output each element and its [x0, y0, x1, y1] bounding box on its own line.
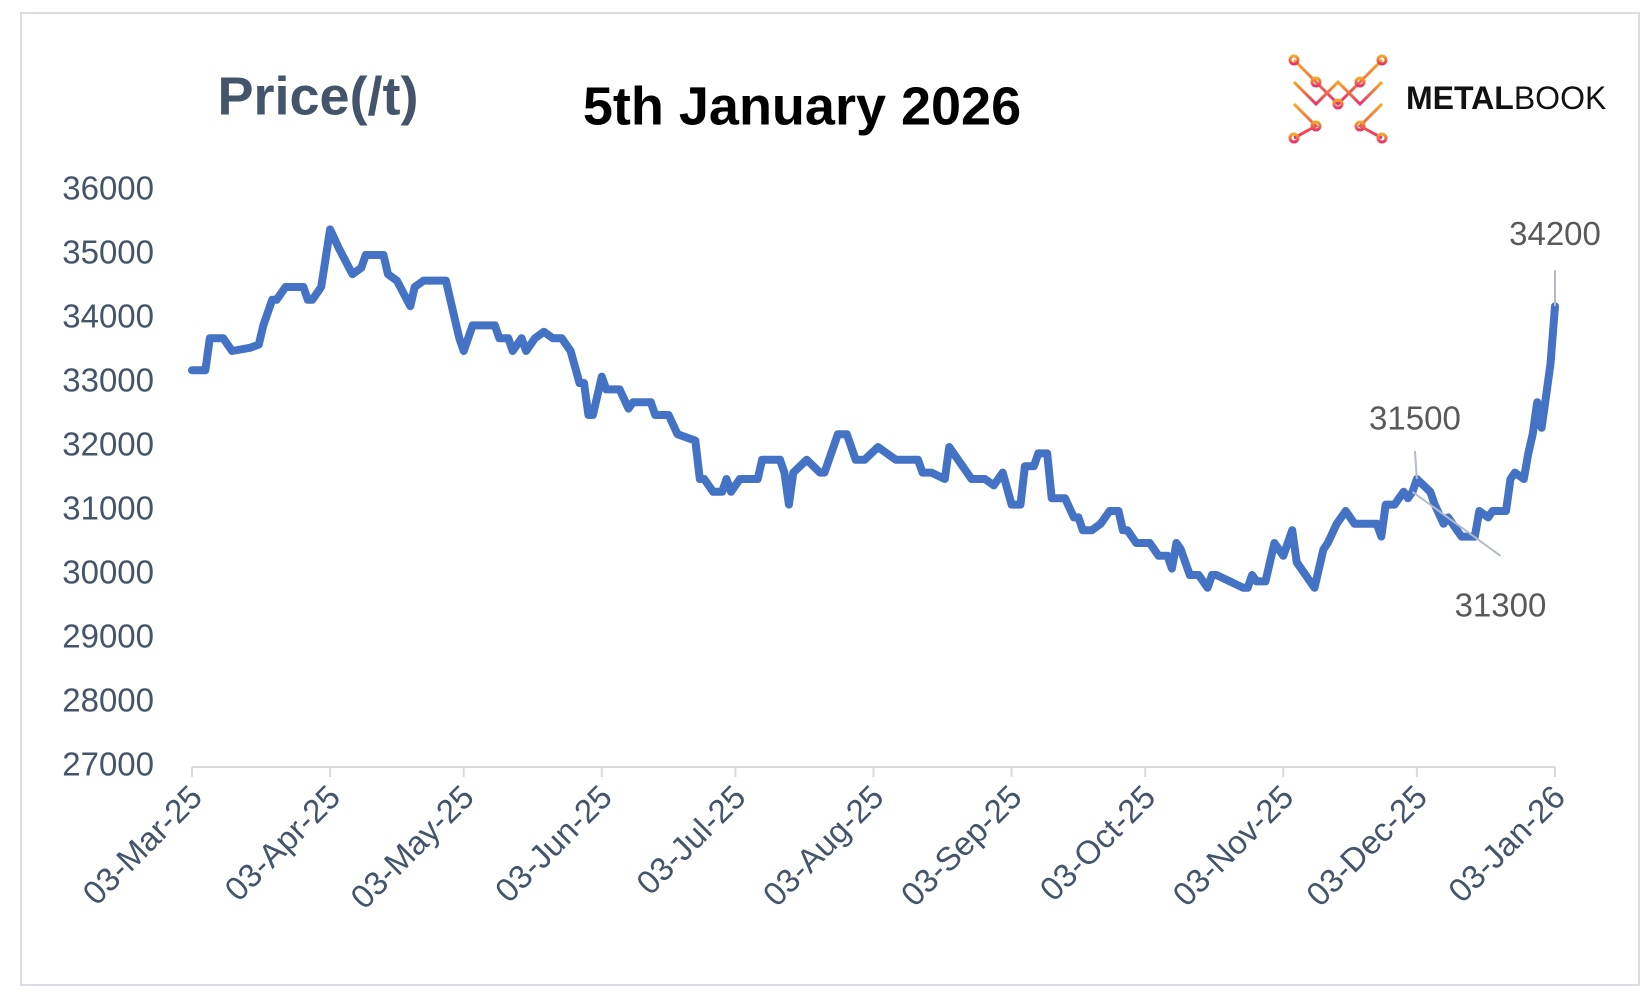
y-axis-label: Price(/t) [217, 66, 418, 126]
y-tick-label: 28000 [62, 682, 154, 719]
y-tick-label: 27000 [62, 746, 154, 783]
y-tick-label: 31000 [62, 490, 154, 527]
y-tick-label: 30000 [62, 554, 154, 591]
logo-strong: METAL [1406, 80, 1514, 116]
annotation-leader [1411, 490, 1502, 557]
logo-light: BOOK [1514, 80, 1606, 116]
annotation-label: 31500 [1369, 400, 1461, 437]
logo-text: METALBOOK [1406, 80, 1606, 116]
y-tick-label: 32000 [62, 426, 154, 463]
y-tick-label: 33000 [62, 362, 154, 399]
annotation-label: 31300 [1455, 587, 1547, 624]
chart-frame [20, 12, 1640, 986]
chart-title: 5th January 2026 [583, 76, 1021, 136]
y-tick-label: 29000 [62, 618, 154, 655]
annotation-label: 34200 [1509, 215, 1601, 252]
y-tick-label: 36000 [62, 170, 154, 207]
price-line [188, 225, 1559, 592]
y-tick-label: 35000 [62, 234, 154, 271]
annotation-leader [1413, 450, 1418, 480]
y-tick-label: 34000 [62, 298, 154, 335]
logo-icon [1288, 54, 1388, 144]
